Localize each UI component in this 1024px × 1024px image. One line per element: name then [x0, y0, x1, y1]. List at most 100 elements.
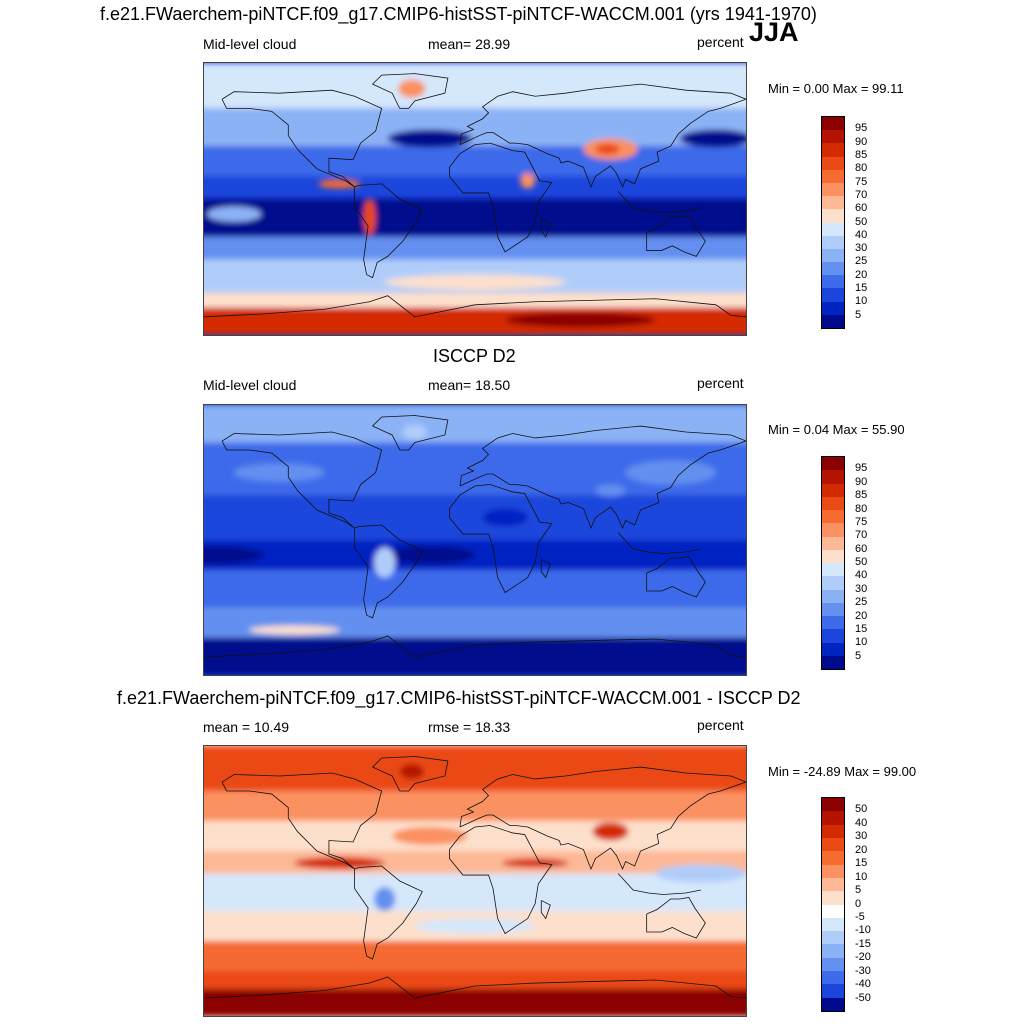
colorbar-swatch: [822, 904, 844, 918]
colorbar-swatch: [822, 209, 844, 223]
field-contour: [595, 143, 620, 155]
panel2-colorbar: [821, 456, 845, 670]
field-contour: [374, 547, 396, 578]
field-contour: [234, 463, 325, 482]
colorbar-tick-label: 20: [855, 609, 868, 622]
field-band: [204, 637, 746, 675]
panel3-colorbar: [821, 797, 845, 1012]
field-band: [204, 199, 746, 237]
colorbar-tick-label: 40: [855, 569, 868, 582]
panel2-minmax: Min = 0.04 Max = 55.90: [768, 422, 905, 437]
colorbar-tick-label: 75: [855, 515, 868, 528]
panel1-mean: mean= 28.99: [428, 36, 511, 52]
coastline: [617, 873, 701, 895]
field-contour: [402, 424, 427, 440]
coastline: [540, 218, 551, 238]
field-band: [204, 292, 746, 308]
colorbar-tick-label: 10: [855, 870, 868, 883]
colorbar-swatch: [822, 864, 844, 878]
coastline: [371, 73, 449, 109]
coastline: [204, 976, 746, 999]
field-contour: [505, 312, 656, 328]
colorbar-tick-label: 0: [855, 897, 862, 910]
colorbar-swatch: [822, 944, 844, 958]
colorbar-swatch: [822, 117, 844, 131]
colorbar-tick-label: 40: [855, 816, 868, 829]
field-band: [204, 821, 746, 851]
coastline: [646, 556, 706, 598]
colorbar-swatch: [822, 931, 844, 945]
panel1-colorbar: [821, 116, 845, 329]
field-contour: [655, 864, 746, 883]
colorbar-swatch: [822, 130, 844, 144]
coastline: [646, 897, 706, 939]
field-band: [204, 746, 746, 791]
colorbar-swatch: [822, 182, 844, 197]
colorbar-tick-label: 90: [855, 475, 868, 488]
colorbar-tick-label: 85: [855, 148, 868, 161]
field-contour: [374, 887, 396, 911]
panel1-minmax: Min = 0.00 Max = 99.11: [768, 81, 904, 96]
colorbar-swatch: [822, 811, 844, 825]
coastline: [459, 425, 746, 530]
coastline: [221, 431, 383, 529]
colorbar-swatch: [822, 301, 844, 315]
coastline: [221, 772, 383, 870]
field-contour: [387, 129, 472, 148]
field-contour: [392, 827, 468, 845]
colorbar-swatch: [822, 891, 844, 905]
colorbar-tick-label: 5: [855, 649, 862, 662]
colorbar-swatch: [822, 275, 844, 289]
colorbar-swatch: [822, 616, 844, 630]
field-contour: [502, 858, 569, 868]
colorbar-tick-label: 40: [855, 228, 868, 241]
colorbar-tick-label: 80: [855, 162, 868, 175]
colorbar-tick-label: 75: [855, 175, 868, 188]
colorbar-swatch: [822, 483, 844, 497]
colorbar-swatch: [822, 536, 844, 550]
field-contour: [520, 173, 536, 189]
colorbar-tick-label: 25: [855, 255, 868, 268]
field-band: [204, 108, 746, 147]
colorbar-swatch: [822, 457, 844, 471]
field-contour: [249, 625, 340, 635]
colorbar-swatch: [822, 549, 844, 563]
coastline: [646, 215, 706, 257]
colorbar-tick-label: -50: [855, 991, 871, 1004]
colorbar-swatch: [822, 235, 844, 249]
field-contour: [482, 508, 528, 527]
colorbar-tick-label: 50: [855, 556, 868, 568]
coastline: [540, 559, 551, 579]
colorbar-swatch: [822, 470, 844, 484]
field-band: [204, 495, 746, 540]
field-contour: [207, 206, 262, 222]
field-band: [204, 236, 746, 260]
field-band: [204, 307, 746, 335]
panel2-mean: mean= 18.50: [428, 377, 511, 393]
coastline: [204, 635, 746, 658]
panel3-map: [203, 745, 747, 1017]
colorbar-swatch: [822, 798, 844, 812]
colorbar-tick-label: -15: [855, 937, 871, 950]
panel2-title: ISCCP D2: [433, 346, 516, 366]
field-contour: [204, 546, 265, 564]
field-contour: [595, 484, 626, 497]
colorbar-swatch: [822, 997, 844, 1011]
panel3-rmse: rmse = 18.33: [428, 719, 511, 735]
colorbar-tick-label: 95: [855, 462, 868, 475]
colorbar-swatch: [822, 510, 844, 524]
colorbar-tick-label: 70: [855, 188, 868, 201]
field-contour: [294, 857, 385, 869]
panel3-title: f.e21.FWaerchem-piNTCF.f09_g17.CMIP6-his…: [117, 688, 801, 708]
colorbar-tick-label: -5: [855, 910, 865, 923]
colorbar-swatch: [822, 576, 844, 590]
field-band: [204, 989, 746, 1016]
colorbar-tick-label: -40: [855, 978, 871, 991]
colorbar-swatch: [822, 262, 844, 276]
coastline: [354, 183, 423, 279]
panel3-mean: mean = 10.49: [203, 719, 290, 735]
coastline: [354, 865, 423, 960]
field-contour: [384, 274, 566, 290]
colorbar-tick-label: 80: [855, 502, 868, 515]
colorbar-swatch: [822, 143, 844, 157]
